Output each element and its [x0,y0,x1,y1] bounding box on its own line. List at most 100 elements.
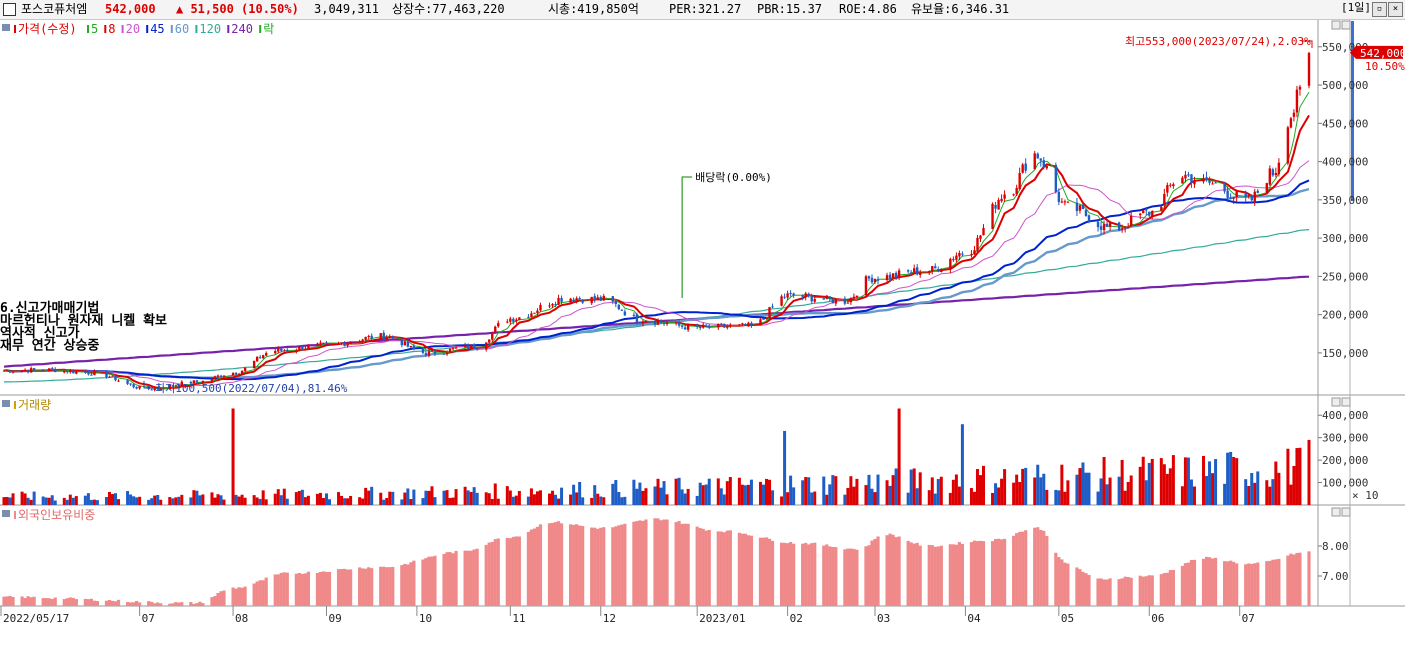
foreign-bar [234,588,238,606]
volume-bar [138,496,142,505]
foreign-bar [348,569,353,606]
candle-body [518,317,521,321]
candle-body [1202,178,1205,182]
volume-bar [448,497,452,505]
foreign-bar [867,545,871,606]
foreign-bar [1180,565,1185,606]
candle-body [569,298,572,303]
volume-bar [1120,459,1124,505]
volume-bar [1229,451,1233,505]
foreign-bar [147,601,151,606]
volume-bar [285,498,289,505]
foreign-bar [614,526,618,606]
foreign-bar [743,533,748,606]
volume-bar [324,493,328,505]
volume-bar [746,484,750,505]
volume-bar [786,492,790,505]
volume-bar [1054,489,1058,505]
candle-body [596,297,599,301]
volume-bar [294,492,298,505]
foreign-bar [364,568,368,606]
foreign-bar [957,542,961,606]
volume-bar [2,497,6,505]
volume-bar [1084,472,1088,505]
restore-window-button[interactable]: ▫ [1372,2,1387,17]
candle-body [1120,228,1124,230]
candle-body [1096,221,1100,228]
foreign-bar [1244,564,1248,606]
foreign-bar [273,574,277,606]
close-window-button[interactable]: × [1388,2,1403,17]
candle-body [807,293,810,296]
candle-body [915,267,919,275]
volume-bar [117,499,121,505]
volume-bar [321,497,325,505]
volume-bar [89,499,93,505]
volume-bar [210,492,214,505]
candle-body [48,368,51,371]
foreign-bar [1084,573,1088,606]
candle-body [156,388,159,390]
foreign-bar [1286,555,1290,606]
foreign-bar [719,531,723,606]
period-selector[interactable]: [1일] [1341,1,1371,14]
foreign-bar [1045,535,1049,606]
volume-bar [602,497,606,505]
candle-body [84,371,87,373]
volume-legend-label: 거래량 [18,398,51,412]
select-checkbox[interactable] [3,3,16,16]
candle-body [1036,153,1039,159]
volume-bar [909,469,913,505]
foreign-bar [939,545,943,606]
candle-body [961,253,964,255]
volume-bar [463,486,467,505]
volume-bar [614,480,618,505]
candle-body [617,304,621,310]
candle-body [129,383,132,385]
panel-button [1341,507,1351,517]
volume-bar [177,496,181,505]
candle-body [51,368,54,370]
foreign-bar [644,519,648,606]
foreign-bar [716,531,720,606]
volume-bar [231,408,235,505]
volume-bar [1277,472,1281,505]
volume-bar [1189,479,1193,505]
foreign-bar [1253,563,1257,606]
volume-bar [888,485,892,505]
volume-bar [349,495,353,505]
volume-bar [1226,452,1230,505]
volume-bar [716,478,720,505]
candle-body [937,269,940,272]
volume-bar [1042,473,1046,505]
candle-body [1271,169,1275,176]
foreign-bar [535,526,540,606]
candle-body [1123,227,1127,229]
candle-body [940,269,943,272]
legend-swatch [121,25,124,33]
volume-bar [876,474,880,505]
volume-bar [849,476,853,505]
foreign-bar [442,553,446,606]
foreign-bar [834,547,838,606]
candle-body [789,293,792,295]
volume-bar [1274,461,1278,505]
volume-bar [180,494,184,505]
foreign-bar [388,567,392,606]
volume-bar [1292,465,1296,505]
volume-bar [982,465,986,505]
volume-bar [50,495,54,505]
foreign-bar [936,546,940,606]
foreign-bar [1054,552,1058,606]
volume-bar [599,496,603,505]
volume-bar [927,490,931,505]
low-annotation-arrow [143,381,153,389]
volume-bar [1162,464,1166,505]
volume-bar [171,498,175,505]
foreign-bar [1171,569,1175,606]
foreign-bar [993,538,998,606]
foreign-bar [550,522,555,606]
volume-bar [1271,479,1275,505]
stock-name[interactable]: 포스코퓨처엠 [21,2,88,16]
